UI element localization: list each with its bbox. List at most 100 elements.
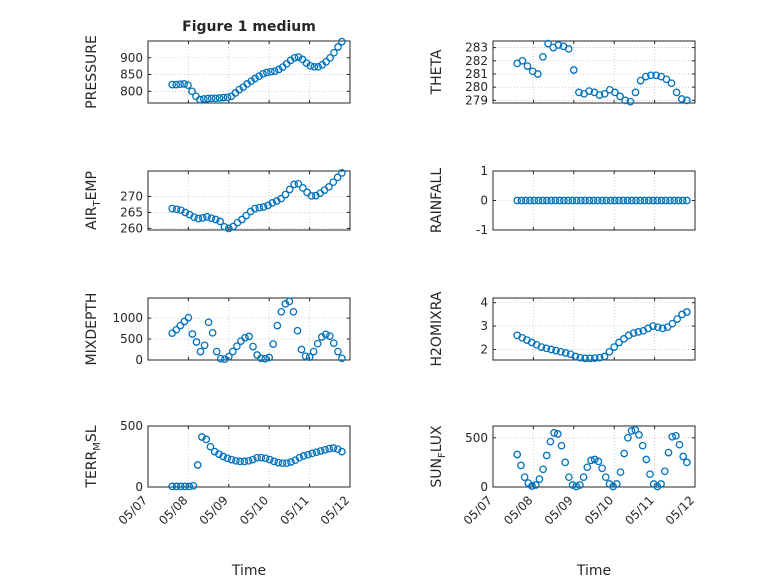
data-point [521, 196, 530, 205]
data-point [168, 204, 177, 213]
data-point [640, 196, 649, 205]
data-point [223, 93, 232, 102]
data-point [610, 343, 619, 351]
data-point [255, 72, 263, 81]
data-point [232, 456, 240, 465]
data-point [322, 57, 330, 66]
data-point [677, 95, 686, 103]
data-point [229, 222, 238, 231]
data-point [539, 52, 547, 61]
data-point [616, 92, 624, 101]
data-point [307, 192, 316, 200]
data-point [646, 470, 654, 479]
data-point [294, 53, 303, 61]
data-point [537, 343, 546, 351]
data-point [199, 95, 208, 103]
data-point [208, 328, 217, 337]
data-point [528, 482, 536, 490]
data-point [305, 353, 314, 361]
data-point [605, 347, 614, 356]
y-tick-label: 4 [480, 296, 488, 310]
data-point [653, 196, 662, 205]
data-point [272, 197, 281, 205]
data-point [277, 307, 286, 316]
data-point [641, 72, 650, 81]
data-point [223, 454, 232, 463]
data-point [265, 455, 274, 464]
data-point [552, 346, 560, 355]
data-point [564, 45, 573, 53]
data-point [270, 67, 279, 76]
y-tick-label: 3 [480, 319, 488, 333]
data-point [663, 323, 672, 332]
data-point [621, 96, 630, 105]
data-point [657, 196, 666, 205]
data-point [615, 338, 623, 347]
data-point [211, 94, 220, 103]
data-point [196, 95, 204, 104]
data-point [312, 448, 321, 457]
data-point [329, 178, 338, 187]
y-tick-label: 279 [465, 93, 488, 107]
data-point [666, 196, 674, 205]
data-point [553, 430, 562, 438]
data-point [611, 88, 619, 97]
data-point [520, 473, 529, 482]
data-point [571, 352, 580, 361]
data-point [255, 203, 264, 212]
data-point [565, 473, 573, 482]
data-point [267, 67, 275, 76]
data-point [251, 74, 259, 83]
y-tick-label: 280 [465, 80, 488, 94]
data-point [172, 482, 181, 491]
y-tick-label: 1000 [112, 311, 143, 325]
data-point [627, 196, 636, 205]
data-point [683, 458, 691, 467]
data-point [242, 211, 251, 220]
data-point [251, 204, 259, 213]
data-point [306, 61, 315, 70]
data-point [626, 97, 635, 106]
y-tick-label: 0 [135, 353, 143, 367]
data-point [233, 342, 241, 351]
data-point [198, 214, 207, 222]
data-point [546, 437, 555, 446]
data-point [595, 91, 604, 99]
data-point [325, 183, 333, 191]
axes-box [492, 297, 696, 361]
data-point [568, 481, 577, 489]
data-point [555, 196, 564, 205]
y-tick-label: 281 [465, 67, 488, 81]
data-point [190, 213, 198, 222]
data-point [538, 196, 547, 205]
y-tick-label: 265 [120, 205, 143, 219]
data-point [313, 339, 322, 348]
data-point [326, 53, 334, 62]
data-point [185, 482, 194, 491]
y-axis-label: AIRTEMP [84, 171, 103, 230]
data-point [257, 453, 266, 462]
x-tick-label: 05/07 [461, 493, 495, 527]
data-point [301, 352, 310, 361]
data-point [672, 88, 681, 97]
data-point [215, 450, 223, 458]
data-point [211, 215, 220, 224]
data-point [188, 330, 197, 338]
x-tick-label: 05/10 [582, 493, 616, 527]
data-point [612, 480, 621, 488]
data-point [581, 196, 589, 205]
data-point [636, 76, 645, 85]
data-point [181, 208, 190, 217]
y-tick-label: 900 [120, 51, 143, 65]
data-point [615, 196, 623, 205]
data-point [206, 442, 215, 451]
data-point [670, 196, 679, 205]
y-tick-label: 500 [465, 431, 488, 445]
x-tick-label: 05/10 [237, 493, 271, 527]
data-point [606, 196, 615, 205]
data-point [583, 463, 592, 472]
data-point [679, 452, 688, 461]
data-point [542, 451, 551, 460]
data-point [569, 66, 578, 74]
data-point [249, 342, 257, 351]
